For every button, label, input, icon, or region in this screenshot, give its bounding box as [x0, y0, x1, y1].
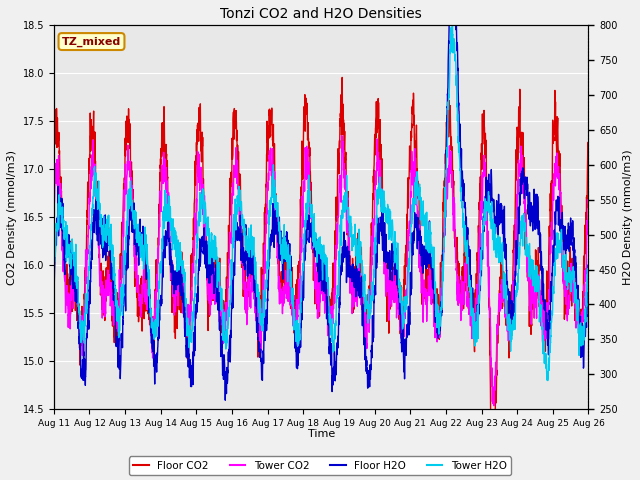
- Line: Floor CO2: Floor CO2: [54, 77, 588, 429]
- Y-axis label: CO2 Density (mmol/m3): CO2 Density (mmol/m3): [7, 150, 17, 285]
- Floor CO2: [164, 232, 172, 238]
- Floor CO2: [339, 74, 346, 80]
- Tower H2O: [534, 275, 541, 280]
- X-axis label: Time: Time: [308, 430, 335, 440]
- Tower CO2: [534, 279, 542, 285]
- Tower H2O: [584, 276, 592, 282]
- Tower CO2: [383, 266, 390, 272]
- Text: TZ_mixed: TZ_mixed: [62, 36, 121, 47]
- Tower CO2: [50, 224, 58, 230]
- Floor H2O: [199, 250, 207, 256]
- Floor CO2: [487, 426, 495, 432]
- Floor H2O: [221, 397, 229, 403]
- Tower CO2: [199, 181, 207, 187]
- Floor CO2: [584, 152, 592, 157]
- Floor H2O: [584, 290, 592, 296]
- Floor H2O: [534, 200, 542, 206]
- Floor CO2: [584, 159, 592, 165]
- Tower CO2: [164, 210, 172, 216]
- Floor CO2: [50, 169, 58, 175]
- Tower H2O: [449, 22, 456, 28]
- Tower CO2: [584, 200, 592, 206]
- Line: Tower CO2: Tower CO2: [54, 136, 588, 406]
- Title: Tonzi CO2 and H2O Densities: Tonzi CO2 and H2O Densities: [220, 7, 422, 21]
- Legend: Floor CO2, Tower CO2, Floor H2O, Tower H2O: Floor CO2, Tower CO2, Floor H2O, Tower H…: [129, 456, 511, 475]
- Tower H2O: [199, 197, 207, 203]
- Floor H2O: [383, 256, 390, 262]
- Floor CO2: [373, 113, 381, 119]
- Floor H2O: [584, 290, 592, 296]
- Tower CO2: [338, 133, 346, 139]
- Floor CO2: [383, 289, 390, 295]
- Line: Tower H2O: Tower H2O: [54, 25, 588, 381]
- Floor H2O: [164, 216, 172, 222]
- Floor H2O: [445, 22, 453, 28]
- Floor H2O: [373, 258, 381, 264]
- Tower H2O: [373, 187, 381, 192]
- Line: Floor H2O: Floor H2O: [54, 25, 588, 400]
- Tower CO2: [584, 199, 592, 204]
- Floor H2O: [50, 273, 58, 279]
- Tower H2O: [383, 218, 390, 224]
- Y-axis label: H2O Density (mmol/m3): H2O Density (mmol/m3): [623, 149, 633, 285]
- Floor CO2: [534, 279, 542, 285]
- Tower CO2: [490, 403, 498, 408]
- Tower H2O: [164, 208, 172, 214]
- Floor CO2: [199, 190, 207, 195]
- Tower H2O: [584, 257, 592, 263]
- Tower H2O: [544, 378, 552, 384]
- Tower CO2: [373, 136, 381, 142]
- Tower H2O: [50, 288, 58, 294]
